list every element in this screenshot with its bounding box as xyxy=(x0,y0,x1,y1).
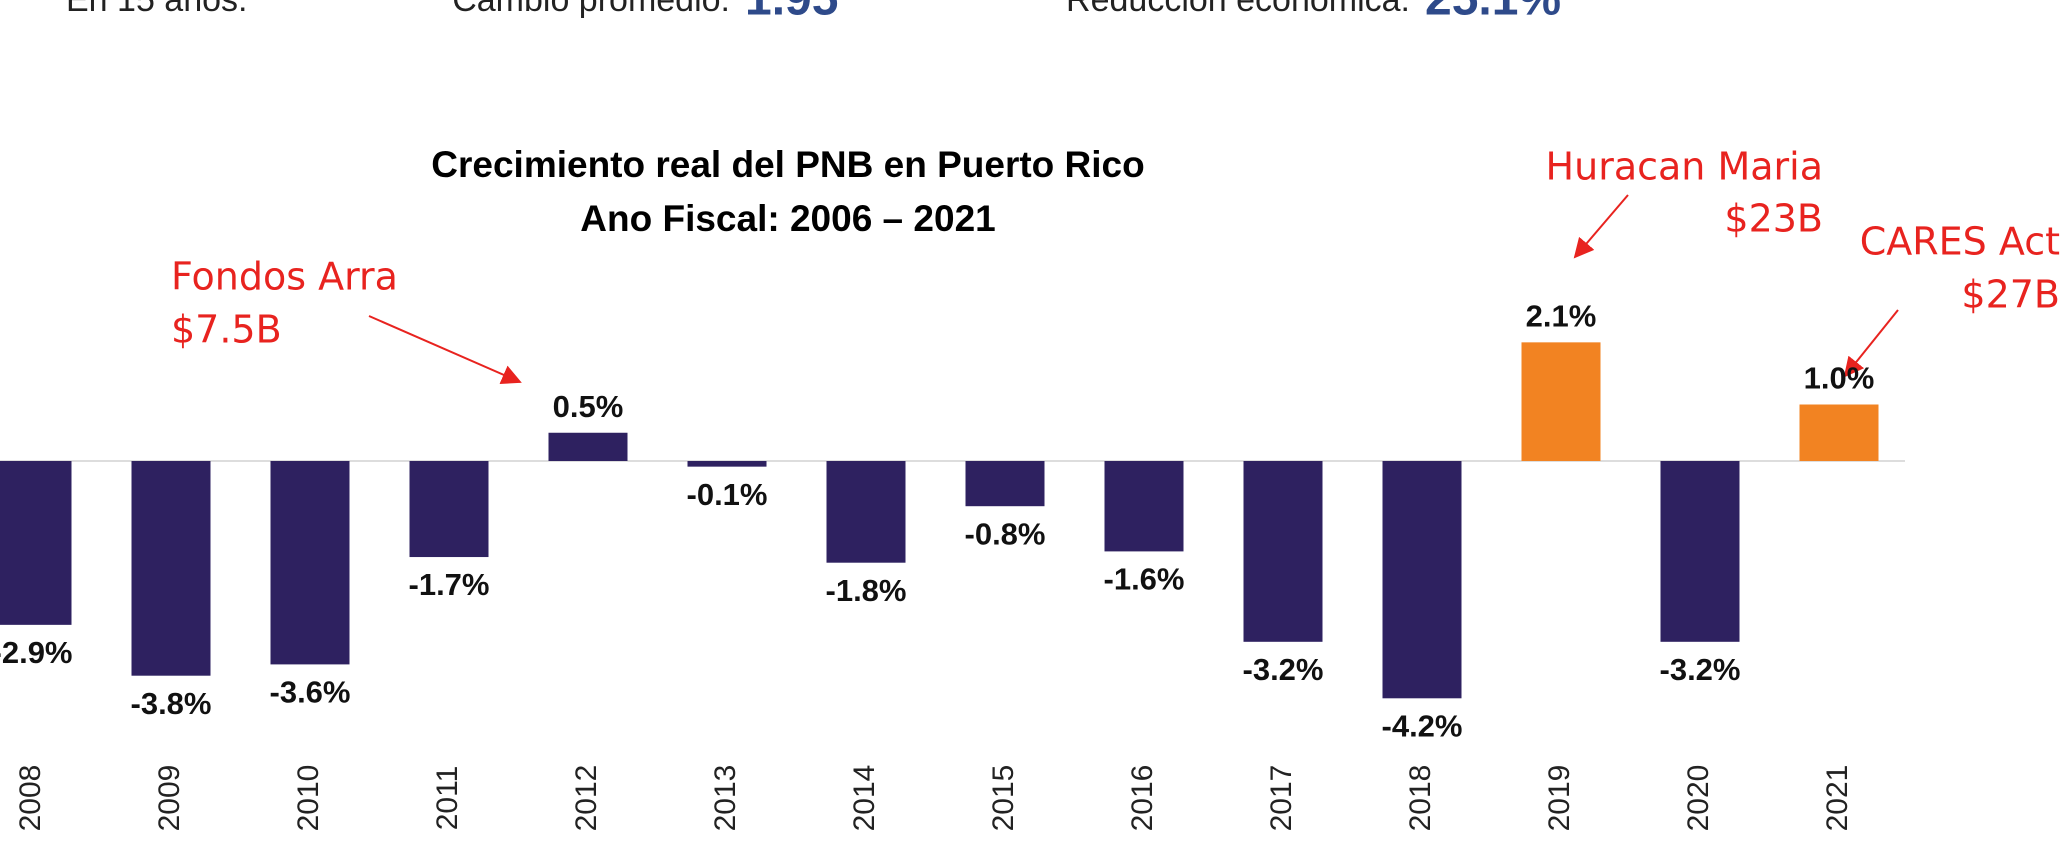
value-label: -2.9% xyxy=(0,635,72,670)
value-label: -0.1% xyxy=(687,477,768,512)
value-label: -1.8% xyxy=(826,573,907,608)
x-tick-label: 2009 xyxy=(153,765,186,832)
annotation: Fondos Arra xyxy=(171,255,398,299)
bar xyxy=(132,461,211,676)
value-label: -3.2% xyxy=(1243,652,1324,687)
x-tick-label: 2016 xyxy=(1126,765,1159,832)
x-tick-label: 2014 xyxy=(848,765,881,832)
x-tick-label: 2013 xyxy=(709,765,742,832)
bar xyxy=(1244,461,1323,642)
x-tick-label: 2008 xyxy=(14,765,47,832)
header-value: 25.1% xyxy=(1425,0,1561,26)
annotation: $7.5B xyxy=(171,308,282,352)
chart: En 15 años: Cambio promedio: 1.95 Reducc… xyxy=(0,0,2067,842)
x-tick-label: 2010 xyxy=(292,765,325,832)
annotation: CARES Act xyxy=(1860,220,2060,264)
value-label: -0.8% xyxy=(965,516,1046,551)
bar xyxy=(410,461,489,557)
x-tick-label: 2019 xyxy=(1543,765,1576,832)
x-tick-label: 2017 xyxy=(1265,765,1298,832)
value-label: 0.5% xyxy=(553,389,624,424)
value-label: -3.6% xyxy=(270,675,351,710)
header-text: En 15 años: xyxy=(66,0,247,19)
value-label: -1.7% xyxy=(409,567,490,602)
value-label: -3.2% xyxy=(1660,652,1741,687)
x-tick-label: 2012 xyxy=(570,765,603,832)
x-tick-label: 2021 xyxy=(1821,765,1854,832)
x-tick-label: 2011 xyxy=(431,766,464,831)
value-label: 1.0% xyxy=(1804,361,1875,396)
annotation: Huracan Maria xyxy=(1546,145,1823,189)
bar xyxy=(0,461,72,625)
header-text: Reducción económica: xyxy=(1066,0,1410,19)
header-value: 1.95 xyxy=(745,0,838,26)
bar xyxy=(827,461,906,563)
bar xyxy=(549,433,628,461)
bar xyxy=(1800,405,1879,462)
annotation-arrow xyxy=(1575,195,1628,257)
x-tick-label: 2018 xyxy=(1404,765,1437,832)
annotation: $27B xyxy=(1961,273,2060,317)
bar xyxy=(1383,461,1462,698)
bar xyxy=(1522,342,1601,461)
x-tick-label: 2020 xyxy=(1682,765,1715,832)
x-tick-label: 2015 xyxy=(987,765,1020,832)
bar xyxy=(688,461,767,467)
value-label: 2.1% xyxy=(1526,299,1597,334)
chart-title: Crecimiento real del PNB en Puerto Rico xyxy=(431,144,1144,185)
header-text: Cambio promedio: xyxy=(452,0,730,19)
bar xyxy=(966,461,1045,506)
bar xyxy=(271,461,350,664)
value-label: -1.6% xyxy=(1104,562,1185,597)
value-label: -3.8% xyxy=(131,686,212,721)
bar xyxy=(1661,461,1740,642)
value-label: -4.2% xyxy=(1382,708,1463,743)
bar xyxy=(1105,461,1184,551)
chart-subtitle: Ano Fiscal: 2006 – 2021 xyxy=(580,198,995,239)
annotation: $23B xyxy=(1724,197,1823,241)
annotation-arrow xyxy=(369,316,520,382)
